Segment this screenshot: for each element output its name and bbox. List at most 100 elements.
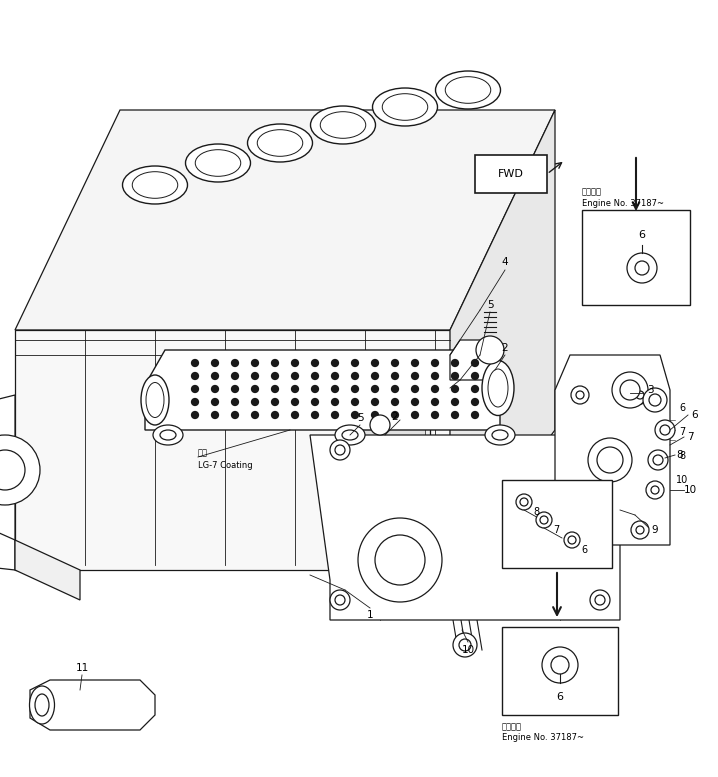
Circle shape [564,532,580,548]
Polygon shape [0,395,15,550]
Circle shape [631,521,649,539]
Circle shape [231,399,238,406]
Circle shape [251,360,258,367]
Circle shape [411,399,419,406]
Circle shape [371,412,378,419]
Circle shape [312,399,319,406]
Circle shape [655,420,675,440]
Circle shape [453,633,477,657]
Circle shape [375,535,425,585]
Polygon shape [15,110,555,330]
Circle shape [631,386,649,404]
Text: 塗布: 塗布 [198,448,208,458]
Circle shape [0,450,25,490]
Circle shape [590,590,610,610]
Circle shape [542,647,578,683]
Polygon shape [15,330,450,570]
Text: 6: 6 [679,403,685,413]
Circle shape [459,639,471,651]
Text: 1: 1 [367,610,373,620]
Polygon shape [30,680,155,730]
Circle shape [312,412,319,419]
Text: 10: 10 [684,485,696,495]
Circle shape [516,494,532,510]
Ellipse shape [257,130,303,156]
Circle shape [371,385,378,392]
Polygon shape [450,340,490,380]
Circle shape [370,415,390,435]
Circle shape [620,380,640,400]
Circle shape [472,360,478,367]
Circle shape [371,360,378,367]
Circle shape [432,372,439,379]
Text: 6: 6 [556,692,564,702]
Text: 5: 5 [487,300,493,310]
Circle shape [452,385,459,392]
Circle shape [635,261,649,275]
Circle shape [588,438,632,482]
Circle shape [192,372,198,379]
Circle shape [231,412,238,419]
Circle shape [432,412,439,419]
Circle shape [352,412,358,419]
Circle shape [212,360,218,367]
Circle shape [312,360,319,367]
Circle shape [251,412,258,419]
Circle shape [292,372,299,379]
Circle shape [192,385,198,392]
Circle shape [646,481,664,499]
Circle shape [271,372,279,379]
Circle shape [612,372,648,408]
Circle shape [332,385,338,392]
Circle shape [330,440,350,460]
Ellipse shape [373,88,437,126]
Ellipse shape [482,361,514,416]
Circle shape [411,372,419,379]
Circle shape [476,336,504,364]
Text: 3: 3 [647,385,653,395]
Text: 8: 8 [533,507,539,517]
Bar [475,155,547,193]
Circle shape [352,360,358,367]
Circle shape [568,536,576,544]
Circle shape [576,526,584,534]
Circle shape [432,385,439,392]
Circle shape [432,360,439,367]
Circle shape [391,412,398,419]
Polygon shape [555,355,670,545]
Text: 8: 8 [676,450,684,460]
Text: 適用号機: 適用号機 [582,187,602,197]
Circle shape [335,595,345,605]
Ellipse shape [185,144,251,182]
Ellipse shape [320,112,365,138]
Ellipse shape [29,686,55,724]
Circle shape [452,412,459,419]
Bar [502,627,618,715]
Circle shape [271,399,279,406]
Circle shape [411,385,419,392]
Circle shape [0,435,40,505]
Circle shape [251,399,258,406]
Circle shape [332,372,338,379]
Ellipse shape [382,94,428,120]
Text: 7: 7 [679,427,685,437]
Circle shape [452,360,459,367]
Ellipse shape [132,172,178,198]
Circle shape [391,399,398,406]
Circle shape [335,445,345,455]
Circle shape [472,372,478,379]
Circle shape [332,360,338,367]
Text: 6: 6 [691,410,699,420]
Text: Engine No. 37187~: Engine No. 37187~ [582,198,664,207]
Circle shape [251,372,258,379]
Text: 6: 6 [581,545,587,555]
Text: 10: 10 [462,645,475,655]
Bar [350,420,425,440]
Ellipse shape [123,166,187,204]
Polygon shape [345,355,430,455]
Circle shape [660,425,670,435]
Circle shape [292,385,299,392]
Circle shape [576,391,584,399]
Circle shape [271,412,279,419]
Ellipse shape [153,425,183,445]
